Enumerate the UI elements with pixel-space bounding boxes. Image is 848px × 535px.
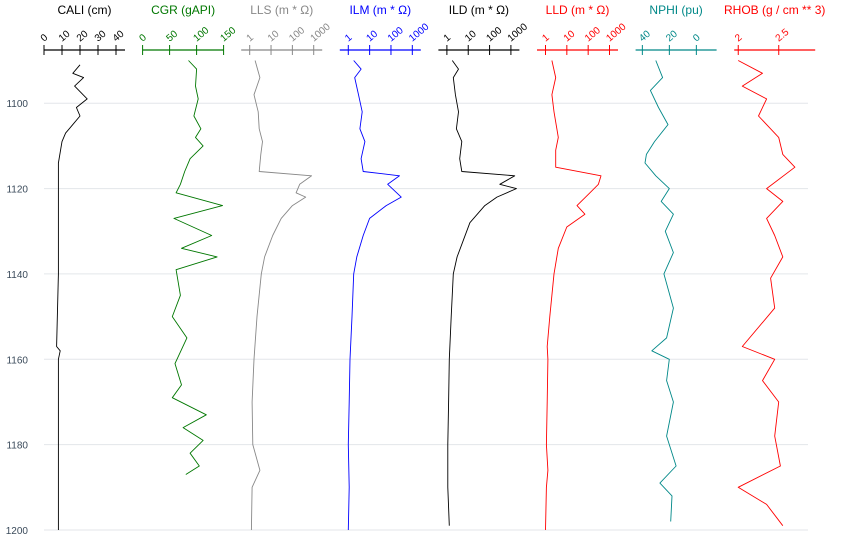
track-tick-label: 100 bbox=[386, 25, 406, 44]
track-title: NPHI (pu) bbox=[649, 3, 702, 17]
track-title: RHOB (g / cm ** 3) bbox=[724, 3, 825, 17]
track-curve bbox=[250, 60, 313, 531]
track-curve bbox=[545, 60, 602, 531]
track-tick-label: 40 bbox=[111, 28, 127, 44]
track-tick-label: 1000 bbox=[506, 21, 530, 44]
depth-tick-label: 1120 bbox=[6, 185, 28, 196]
depth-tick-label: 1100 bbox=[6, 99, 28, 110]
track-tick-label: 10 bbox=[266, 28, 282, 44]
track-tick-label: 1 bbox=[343, 32, 355, 44]
track-tick-label: 0 bbox=[137, 32, 149, 44]
track-tick-label: 100 bbox=[287, 25, 307, 44]
track-tick-label: 1 bbox=[442, 32, 454, 44]
track-title: LLD (m * Ω) bbox=[546, 3, 610, 17]
track-title: ILD (m * Ω) bbox=[449, 3, 509, 17]
track-tick-label: 0 bbox=[691, 32, 703, 44]
depth-tick-label: 1200 bbox=[6, 526, 29, 535]
track-tick-label: 100 bbox=[191, 25, 211, 44]
track-tick-label: 1 bbox=[540, 32, 552, 44]
track-tick-label: 30 bbox=[93, 28, 109, 44]
track-tick-label: 1000 bbox=[604, 21, 628, 44]
track-curve bbox=[737, 60, 796, 526]
track-tick-label: 40 bbox=[637, 28, 653, 44]
track-tick-label: 10 bbox=[57, 28, 73, 44]
track-title: LLS (m * Ω) bbox=[250, 3, 313, 17]
track-curve bbox=[644, 60, 677, 522]
track-curve bbox=[171, 60, 223, 475]
depth-tick-label: 1140 bbox=[6, 270, 28, 281]
track-title: CALI (cm) bbox=[58, 3, 112, 17]
track-tick-label: 20 bbox=[664, 28, 680, 44]
track-curve bbox=[347, 60, 402, 531]
track-tick-label: 10 bbox=[562, 28, 578, 44]
track-tick-label: 2.5 bbox=[774, 27, 792, 45]
track-tick-label: 20 bbox=[75, 28, 91, 44]
track-title: ILM (m * Ω) bbox=[349, 3, 411, 17]
track-tick-label: 10 bbox=[463, 28, 479, 44]
track-curve bbox=[447, 60, 517, 526]
depth-tick-label: 1180 bbox=[6, 441, 28, 452]
track-tick-label: 1 bbox=[245, 32, 257, 44]
track-tick-label: 50 bbox=[164, 28, 180, 44]
track-curve bbox=[56, 64, 88, 530]
track-tick-label: 150 bbox=[218, 25, 238, 44]
track-tick-label: 1000 bbox=[309, 21, 333, 44]
track-tick-label: 0 bbox=[39, 32, 51, 44]
depth-tick-label: 1160 bbox=[6, 355, 28, 366]
track-tick-label: 100 bbox=[484, 25, 504, 44]
track-title: CGR (gAPI) bbox=[151, 3, 215, 17]
track-tick-label: 10 bbox=[364, 28, 380, 44]
track-tick-label: 1000 bbox=[407, 21, 431, 44]
track-tick-label: 2 bbox=[733, 32, 745, 44]
track-tick-label: 100 bbox=[583, 25, 603, 44]
